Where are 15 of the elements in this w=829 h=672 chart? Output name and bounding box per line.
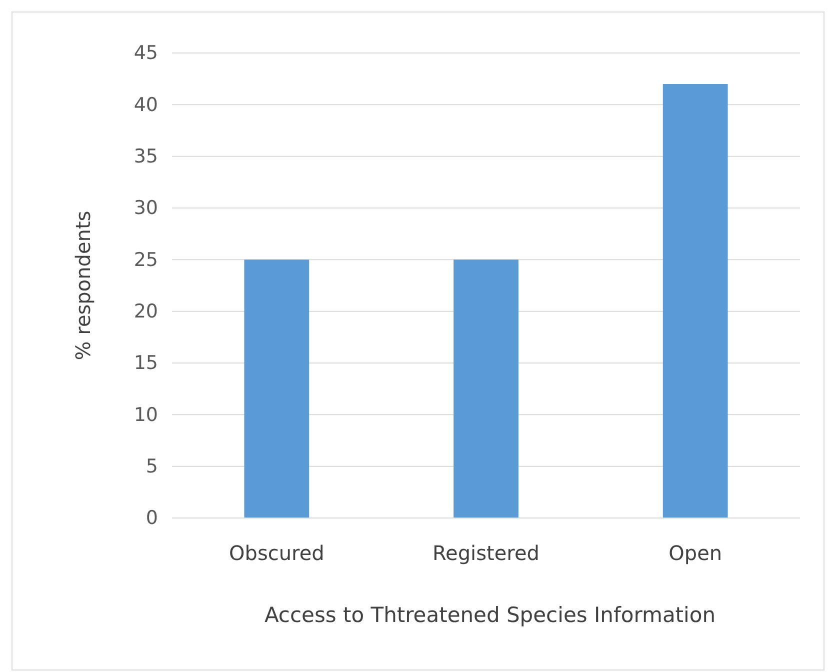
y-tick-label: 20 [134, 300, 158, 322]
x-tick-label: Obscured [229, 541, 324, 566]
y-tick-label: 0 [146, 507, 158, 530]
y-tick-label: 15 [134, 352, 158, 374]
x-axis-title: Access to Thtreatened Species Information [264, 603, 716, 627]
y-tick-label: 30 [134, 197, 158, 220]
x-tick-label: Open [668, 541, 722, 566]
y-tick-label: 10 [134, 404, 158, 426]
y-tick-label: 45 [134, 42, 158, 64]
y-tick-label: 25 [134, 248, 158, 271]
x-tick-label: Registered [432, 541, 540, 566]
y-axis-title: % respondents [71, 210, 95, 360]
y-tick-label: 5 [146, 455, 158, 478]
y-tick-label: 35 [134, 145, 158, 168]
y-tick-label: 40 [134, 94, 158, 116]
